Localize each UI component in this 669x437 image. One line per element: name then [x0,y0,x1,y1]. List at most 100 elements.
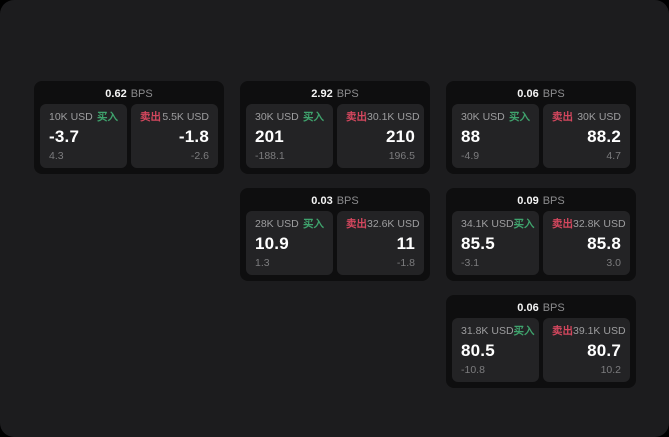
bps-value: 0.06 [517,302,539,314]
buy-notional-label: 34.1K USD [461,218,514,230]
bps-header: 0.03 BPS [246,192,424,211]
buy-tag: 买入 [303,218,324,230]
buy-notional-label: 28K USD [255,218,299,230]
bps-unit-label: BPS [336,88,359,100]
quote-panels: 30K USD 买入 201 -188.1 卖出 30.1K USD 210 1… [246,104,424,168]
bps-header: 0.62 BPS [40,85,218,104]
bps-value: 0.62 [105,88,127,100]
quote-panels: 28K USD 买入 10.9 1.3 卖出 32.6K USD 11 -1.8 [246,211,424,275]
buy-panel[interactable]: 30K USD 买入 88 -4.9 [452,104,539,168]
buy-panel-header: 30K USD 买入 [255,111,324,123]
buy-price-value: 85.5 [461,233,495,253]
buy-tag: 买入 [513,218,535,230]
bps-value: 2.92 [311,88,333,100]
sell-panel[interactable]: 卖出 5.5K USD -1.8 -2.6 [131,104,218,168]
bps-unit-label: BPS [542,195,565,207]
buy-panel[interactable]: 31.8K USD 买入 80.5 -10.8 [452,318,539,382]
bps-header: 0.06 BPS [452,85,630,104]
buy-panel[interactable]: 10K USD 买入 -3.7 4.3 [40,104,127,168]
sell-change-value: 4.7 [606,150,621,162]
sell-notional-label: 39.1K USD [573,325,626,337]
sell-tag: 卖出 [552,218,573,230]
buy-notional-label: 31.8K USD [461,325,514,337]
buy-notional-label: 10K USD [49,111,93,123]
sell-panel-header: 卖出 30K USD [552,111,621,123]
buy-panel-header: 28K USD 买入 [255,218,324,230]
sell-change-value: -2.6 [190,150,209,162]
bps-unit-label: BPS [542,88,565,100]
buy-price-value: 201 [255,126,284,146]
buy-panel-header: 31.8K USD 买入 [461,325,535,337]
sell-panel-header: 卖出 5.5K USD [140,111,209,123]
buy-panel-header: 10K USD 买入 [49,111,118,123]
buy-price-value: 88 [461,126,481,146]
buy-panel-header: 34.1K USD 买入 [461,218,535,230]
buy-change-value: 4.3 [49,150,64,162]
sell-change-value: 10.2 [600,364,621,376]
buy-notional-label: 30K USD [461,111,505,123]
buy-change-value: 1.3 [255,257,270,269]
buy-panel-header: 30K USD 买入 [461,111,530,123]
buy-price-value: -3.7 [49,126,80,146]
sell-panel-header: 卖出 39.1K USD [552,325,626,337]
buy-change-value: -3.1 [461,257,480,269]
bps-value: 0.06 [517,88,539,100]
sell-tag: 卖出 [346,111,367,123]
sell-panel-header: 卖出 32.8K USD [552,218,626,230]
sell-panel[interactable]: 卖出 32.6K USD 11 -1.8 [337,211,424,275]
sell-tag: 卖出 [140,111,161,123]
quote-card-5: 0.09 BPS 34.1K USD 买入 85.5 -3.1 卖出 32.8K… [446,188,636,281]
sell-price-value: 80.7 [587,340,621,360]
quote-grid: 0.62 BPS 10K USD 买入 -3.7 4.3 卖出 5.5K USD [34,81,636,388]
bps-value: 0.03 [311,195,333,207]
buy-price-value: 80.5 [461,340,495,360]
sell-change-value: -1.8 [396,257,415,269]
sell-panel[interactable]: 卖出 30K USD 88.2 4.7 [543,104,630,168]
sell-price-value: -1.8 [178,126,209,146]
bps-unit-label: BPS [542,302,565,314]
sell-notional-label: 32.8K USD [573,218,626,230]
quote-panels: 31.8K USD 买入 80.5 -10.8 卖出 39.1K USD 80.… [452,318,630,382]
bps-header: 2.92 BPS [246,85,424,104]
quote-card-3: 0.06 BPS 30K USD 买入 88 -4.9 卖出 30K USD [446,81,636,174]
quote-card-1: 0.62 BPS 10K USD 买入 -3.7 4.3 卖出 5.5K USD [34,81,224,174]
sell-notional-label: 32.6K USD [367,218,420,230]
buy-tag: 买入 [97,111,118,123]
quote-panels: 34.1K USD 买入 85.5 -3.1 卖出 32.8K USD 85.8… [452,211,630,275]
sell-price-value: 11 [396,233,415,253]
sell-tag: 卖出 [552,111,573,123]
buy-panel[interactable]: 34.1K USD 买入 85.5 -3.1 [452,211,539,275]
sell-panel[interactable]: 卖出 32.8K USD 85.8 3.0 [543,211,630,275]
bps-header: 0.09 BPS [452,192,630,211]
quote-card-6: 0.06 BPS 31.8K USD 买入 80.5 -10.8 卖出 39.1… [446,295,636,388]
buy-change-value: -4.9 [461,150,480,162]
sell-change-value: 3.0 [606,257,621,269]
buy-panel[interactable]: 30K USD 买入 201 -188.1 [246,104,333,168]
buy-panel[interactable]: 28K USD 买入 10.9 1.3 [246,211,333,275]
sell-panel[interactable]: 卖出 39.1K USD 80.7 10.2 [543,318,630,382]
quote-card-4: 0.03 BPS 28K USD 买入 10.9 1.3 卖出 32.6K US… [240,188,430,281]
bps-unit-label: BPS [130,88,153,100]
buy-change-value: -188.1 [255,150,285,162]
quote-panels: 10K USD 买入 -3.7 4.3 卖出 5.5K USD -1.8 -2.… [40,104,218,168]
sell-tag: 卖出 [346,218,367,230]
buy-tag: 买入 [303,111,324,123]
sell-notional-label: 5.5K USD [162,111,209,123]
sell-notional-label: 30K USD [577,111,621,123]
sell-price-value: 85.8 [587,233,621,253]
sell-panel-header: 卖出 30.1K USD [346,111,420,123]
bps-value: 0.09 [517,195,539,207]
bps-unit-label: BPS [336,195,359,207]
buy-change-value: -10.8 [461,364,485,376]
quote-card-2: 2.92 BPS 30K USD 买入 201 -188.1 卖出 30.1K … [240,81,430,174]
sell-change-value: 196.5 [388,150,415,162]
sell-panel[interactable]: 卖出 30.1K USD 210 196.5 [337,104,424,168]
buy-price-value: 10.9 [255,233,289,253]
sell-price-value: 88.2 [587,126,621,146]
sell-notional-label: 30.1K USD [367,111,420,123]
quote-panels: 30K USD 买入 88 -4.9 卖出 30K USD 88.2 4.7 [452,104,630,168]
bps-header: 0.06 BPS [452,299,630,318]
sell-panel-header: 卖出 32.6K USD [346,218,420,230]
sell-price-value: 210 [386,126,415,146]
